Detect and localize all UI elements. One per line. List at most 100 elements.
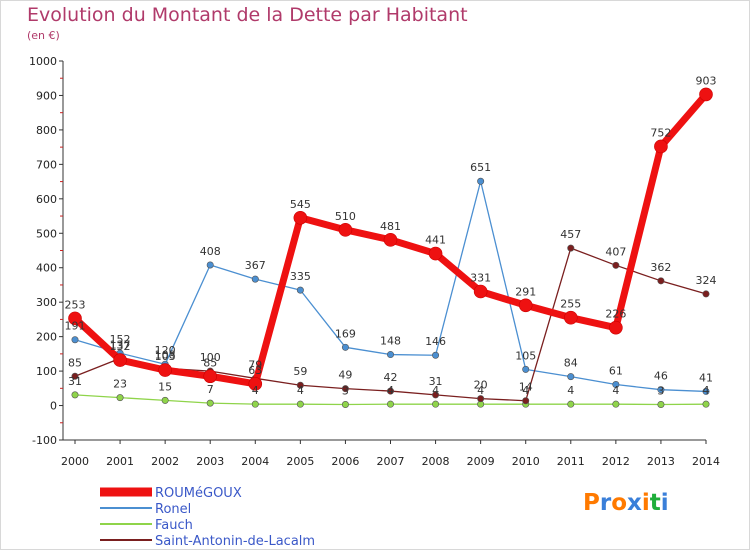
x-tick-label: 2000: [61, 455, 89, 468]
data-label-ronel: 169: [335, 327, 356, 340]
data-label-fauch: 4: [252, 384, 259, 397]
data-label-saint-antonin-de-lacalm: 20: [474, 379, 488, 392]
data-label-fauch: 4: [297, 384, 304, 397]
data-label-saint-antonin-de-lacalm: 85: [68, 356, 82, 369]
data-point-ronel: [612, 381, 620, 389]
data-point-saint-antonin-de-lacalm: [567, 244, 575, 252]
data-label-fauch: 15: [158, 380, 172, 393]
data-point-roum-goux: [563, 310, 578, 325]
data-label-ronel: 41: [699, 371, 713, 384]
data-label-roum-goux: 752: [650, 126, 671, 139]
data-point-roum-goux: [473, 284, 488, 299]
data-label-fauch: 4: [567, 384, 574, 397]
x-tick-label: 2013: [647, 455, 675, 468]
data-point-fauch: [251, 400, 259, 408]
data-label-saint-antonin-de-lacalm: 59: [293, 365, 307, 378]
y-tick-label: 1000: [29, 55, 57, 68]
data-point-roum-goux: [383, 233, 398, 247]
data-point-roum-goux: [68, 311, 82, 326]
y-tick-label: 200: [36, 331, 57, 344]
data-point-saint-antonin-de-lacalm: [522, 397, 530, 405]
data-label-roum-goux: 331: [470, 272, 491, 285]
data-point-saint-antonin-de-lacalm: [296, 381, 304, 389]
data-label-ronel: 152: [110, 333, 131, 346]
data-label-saint-antonin-de-lacalm: 79: [248, 358, 262, 371]
data-point-saint-antonin-de-lacalm: [657, 277, 665, 285]
data-label-saint-antonin-de-lacalm: 457: [560, 228, 581, 241]
data-label-saint-antonin-de-lacalm: 31: [429, 375, 443, 388]
chart-unit-label: (en €): [27, 29, 60, 42]
data-label-ronel: 46: [654, 370, 668, 383]
data-point-fauch: [116, 394, 124, 402]
y-tick-label: 600: [36, 193, 57, 206]
data-point-roum-goux: [338, 223, 353, 237]
data-point-roum-goux: [248, 377, 263, 391]
data-point-ronel: [71, 336, 79, 344]
data-label-roum-goux: 510: [335, 210, 356, 223]
data-label-saint-antonin-de-lacalm: 14: [519, 381, 533, 394]
x-tick-label: 2001: [106, 455, 134, 468]
data-label-roum-goux: 226: [605, 308, 626, 321]
data-label-saint-antonin-de-lacalm: 324: [696, 274, 717, 287]
legend-label-ronel: Ronel: [155, 502, 191, 517]
data-point-ronel: [702, 387, 710, 395]
data-point-ronel: [296, 286, 304, 294]
data-label-fauch: 4: [612, 384, 619, 397]
y-tick-label: 100: [36, 365, 57, 378]
data-point-saint-antonin-de-lacalm: [612, 261, 620, 269]
y-tick-label: -100: [32, 434, 57, 447]
data-label-saint-antonin-de-lacalm: 362: [650, 261, 671, 274]
data-point-saint-antonin-de-lacalm: [386, 387, 394, 395]
data-label-ronel: 335: [290, 270, 311, 283]
data-label-roum-goux: 441: [425, 234, 446, 247]
data-label-fauch: 4: [703, 384, 710, 397]
data-point-ronel: [477, 177, 485, 185]
data-point-ronel: [341, 343, 349, 351]
data-point-roum-goux: [113, 353, 127, 367]
data-label-roum-goux: 63: [248, 364, 262, 377]
y-tick-label: 900: [36, 89, 57, 102]
data-label-saint-antonin-de-lacalm: 49: [338, 369, 352, 382]
data-label-saint-antonin-de-lacalm: 42: [384, 371, 398, 384]
data-point-ronel: [386, 351, 394, 359]
data-point-ronel: [522, 365, 530, 373]
data-point-fauch: [386, 400, 394, 408]
data-label-roum-goux: 85: [203, 356, 217, 369]
data-point-saint-antonin-de-lacalm: [702, 290, 710, 298]
legend-label-saint-antonin-de-lacalm: Saint-Antonin-de-Lacalm: [155, 534, 315, 549]
data-label-fauch: 7: [207, 383, 214, 396]
data-label-ronel: 105: [515, 349, 536, 362]
data-label-roum-goux: 545: [290, 198, 311, 211]
data-label-ronel: 148: [380, 335, 401, 348]
data-label-ronel: 61: [609, 365, 623, 378]
data-label-saint-antonin-de-lacalm: 108: [155, 348, 176, 361]
data-label-fauch: 3: [342, 385, 349, 398]
data-label-ronel: 191: [65, 320, 86, 333]
data-point-fauch: [612, 400, 620, 408]
data-label-ronel: 84: [564, 357, 578, 370]
data-label-ronel: 367: [245, 259, 266, 272]
data-label-roum-goux: 481: [380, 220, 401, 233]
data-point-fauch: [296, 400, 304, 408]
data-point-roum-goux: [518, 298, 533, 313]
data-label-fauch: 31: [68, 375, 82, 388]
data-point-fauch: [206, 399, 214, 407]
legend-label-roum-goux: ROUMéGOUX: [155, 486, 242, 501]
data-point-fauch: [341, 401, 349, 409]
data-label-fauch: 3: [657, 385, 664, 398]
x-tick-label: 2007: [377, 455, 405, 468]
y-tick-label: 400: [36, 262, 57, 275]
data-label-fauch: 4: [522, 384, 529, 397]
data-point-roum-goux: [609, 320, 623, 335]
data-label-fauch: 4: [477, 384, 484, 397]
data-label-roum-goux: 103: [155, 350, 176, 363]
x-tick-label: 2003: [196, 455, 224, 468]
data-label-roum-goux: 132: [110, 340, 131, 353]
x-tick-label: 2010: [512, 455, 540, 468]
data-point-roum-goux: [428, 246, 443, 261]
x-tick-label: 2002: [151, 455, 179, 468]
chart-title: Evolution du Montant de la Dette par Hab…: [27, 4, 468, 26]
data-point-ronel: [251, 275, 259, 283]
y-tick-label: 800: [36, 124, 57, 137]
